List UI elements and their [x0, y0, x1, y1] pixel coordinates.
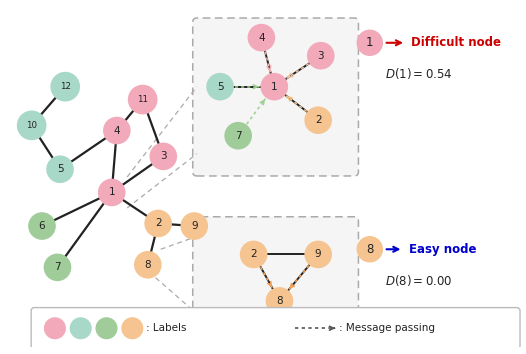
Text: 1: 1	[366, 36, 373, 49]
Circle shape	[18, 112, 46, 139]
Text: 8: 8	[145, 260, 151, 270]
Text: 12: 12	[60, 82, 70, 91]
Text: 9: 9	[191, 221, 198, 231]
Circle shape	[45, 318, 65, 338]
Text: 3: 3	[318, 51, 324, 61]
Text: 6: 6	[39, 221, 45, 231]
Text: Easy node: Easy node	[409, 243, 476, 256]
FancyBboxPatch shape	[193, 217, 358, 336]
Circle shape	[150, 143, 176, 169]
Circle shape	[241, 241, 267, 267]
Text: 8: 8	[276, 296, 283, 306]
Circle shape	[96, 318, 117, 338]
Text: Difficult node: Difficult node	[411, 36, 501, 49]
Text: 2: 2	[250, 250, 257, 259]
Circle shape	[305, 241, 331, 267]
Text: 2: 2	[155, 218, 161, 228]
Text: 4: 4	[258, 33, 265, 42]
Circle shape	[261, 74, 287, 99]
Text: 8: 8	[366, 243, 373, 256]
Circle shape	[248, 25, 274, 51]
Circle shape	[357, 237, 382, 262]
Circle shape	[267, 288, 292, 314]
Text: 5: 5	[217, 82, 224, 92]
Text: 4: 4	[114, 126, 120, 136]
Text: : Labels: : Labels	[146, 323, 187, 333]
Text: 7: 7	[235, 131, 241, 141]
Circle shape	[145, 211, 171, 236]
Circle shape	[135, 252, 161, 278]
Circle shape	[225, 123, 251, 149]
Circle shape	[357, 30, 382, 55]
Circle shape	[308, 43, 333, 69]
Circle shape	[45, 255, 70, 280]
Circle shape	[99, 179, 125, 205]
Circle shape	[181, 213, 207, 239]
Circle shape	[104, 118, 130, 143]
Circle shape	[29, 213, 55, 239]
Circle shape	[51, 73, 79, 101]
Text: : Message passing: : Message passing	[339, 323, 435, 333]
Text: 11: 11	[137, 95, 148, 104]
Text: 2: 2	[315, 115, 321, 125]
Text: 5: 5	[57, 164, 63, 174]
Circle shape	[129, 86, 157, 114]
Text: $D(8) = 0.00$: $D(8) = 0.00$	[385, 273, 453, 288]
Circle shape	[305, 107, 331, 133]
Circle shape	[122, 318, 143, 338]
Text: 1: 1	[271, 82, 278, 92]
Text: 3: 3	[160, 152, 167, 161]
Text: 1: 1	[108, 188, 115, 198]
Circle shape	[47, 156, 73, 182]
Text: $D(1) = 0.54$: $D(1) = 0.54$	[385, 66, 453, 81]
Text: 9: 9	[315, 250, 321, 259]
Circle shape	[207, 74, 233, 99]
FancyBboxPatch shape	[31, 308, 520, 349]
FancyBboxPatch shape	[193, 18, 358, 176]
Text: 7: 7	[54, 262, 61, 272]
Circle shape	[70, 318, 91, 338]
Text: 10: 10	[26, 121, 37, 130]
